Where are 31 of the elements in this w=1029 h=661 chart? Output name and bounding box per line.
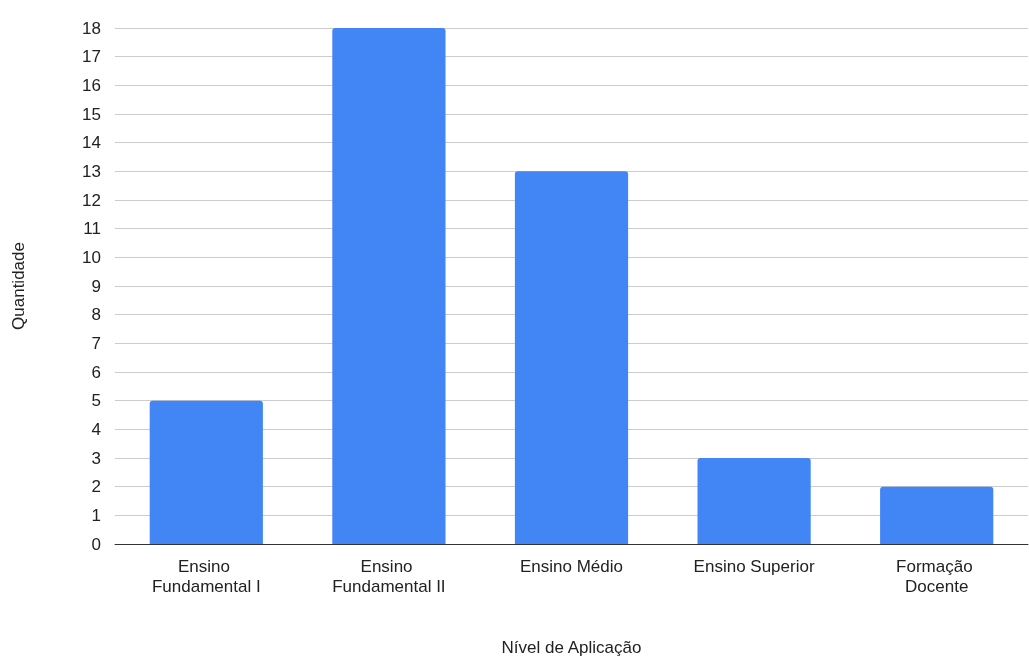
y-tick-label: 11	[83, 219, 101, 239]
y-tick-label: 16	[82, 75, 101, 95]
bar	[332, 28, 446, 544]
bar	[514, 171, 629, 544]
x-axis-title: Nível de Aplicação	[501, 638, 642, 657]
bar	[880, 486, 994, 544]
bar	[149, 400, 263, 544]
x-tick-label: Ensino Superior	[693, 556, 815, 576]
y-tick-label: 3	[91, 448, 101, 468]
y-tick-label: 2	[91, 477, 101, 497]
y-tick-label: 18	[82, 18, 101, 38]
y-tick-label: 7	[91, 333, 101, 353]
y-tick-label: 14	[82, 133, 101, 153]
y-tick-label: 6	[91, 362, 101, 382]
x-tick-label: Ensino Médio	[519, 556, 624, 576]
x-tick-label: Ensino Fundamental I	[151, 556, 261, 596]
x-tick-label: Ensino Fundamental II	[332, 556, 446, 596]
y-axis-title: Quantidade	[9, 242, 28, 330]
y-tick-label: 5	[91, 391, 101, 411]
x-tick-label: Formação Docente	[896, 556, 978, 596]
y-tick-label: 10	[82, 247, 101, 267]
bar	[697, 458, 811, 544]
y-tick-label: 8	[91, 305, 101, 325]
y-tick-label: 1	[91, 505, 101, 525]
y-tick-label: 12	[82, 190, 101, 210]
y-tick-label: 13	[82, 161, 101, 181]
y-tick-label: 17	[82, 47, 101, 67]
y-tick-label: 9	[91, 276, 101, 296]
y-tick-label: 4	[91, 419, 101, 439]
y-tick-label: 0	[91, 534, 101, 554]
y-tick-label: 15	[82, 104, 101, 124]
